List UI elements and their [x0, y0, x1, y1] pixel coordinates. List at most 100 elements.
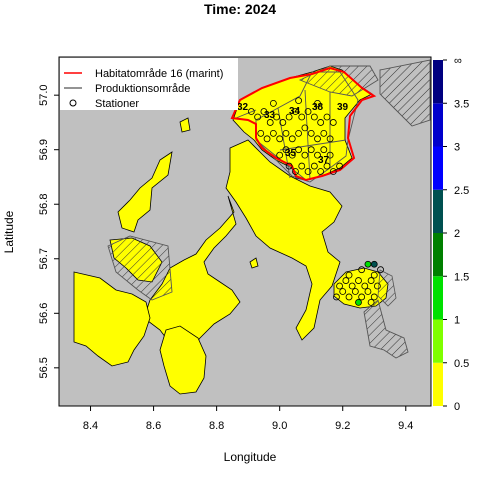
- x-tick-label: 9.4: [398, 420, 413, 432]
- colorbar-segment: [433, 60, 443, 104]
- station-marker: [364, 260, 372, 268]
- x-tick-label: 8.4: [83, 420, 98, 432]
- station-marker: [374, 282, 381, 290]
- station-marker: [348, 282, 356, 290]
- production-area-northeast: [379, 59, 431, 127]
- station-marker: [273, 113, 280, 121]
- colorbar-tick-label: 0.5: [454, 358, 469, 370]
- station-marker: [247, 108, 255, 115]
- station-marker: [317, 119, 325, 126]
- station-marker: [257, 129, 265, 137]
- station-marker: [266, 119, 274, 126]
- area-label-32: 32: [237, 102, 249, 113]
- station-marker: [285, 113, 293, 121]
- x-tick-label: 9.2: [335, 420, 350, 432]
- station-marker: [260, 108, 268, 115]
- station-marker: [295, 129, 302, 137]
- area-label-33: 33: [264, 110, 276, 121]
- station-marker: [276, 135, 284, 143]
- colorbar-segment: [433, 189, 443, 233]
- station-marker: [288, 135, 296, 143]
- station-marker: [279, 119, 287, 126]
- x-tick-label: 8.6: [146, 420, 161, 432]
- legend-station-swatch: [69, 99, 77, 107]
- habitat-area-outline: [230, 66, 377, 182]
- production-areas: [107, 59, 431, 359]
- y-tick-label: 56.6: [38, 303, 50, 324]
- station-marker: [367, 298, 375, 306]
- y-axis: 56.5 56.6 56.7 56.8 56.9 57.0: [38, 84, 59, 379]
- station-marker: [351, 288, 359, 295]
- production-area-central: [255, 71, 359, 183]
- station-marker: [326, 135, 334, 143]
- station-marker: [298, 113, 306, 121]
- colorbar-segment: [433, 276, 443, 320]
- station-marker: [295, 97, 302, 105]
- station-marker: [307, 146, 315, 154]
- plot-frame: [58, 56, 432, 407]
- station-marker: [355, 277, 362, 284]
- station-marker: [301, 124, 309, 132]
- station-marker: [254, 113, 262, 121]
- legend-habitat-label: Habitatområde 16 (marint): [95, 68, 223, 80]
- colorbar-tick-label: 3: [454, 142, 460, 154]
- station-marker: [342, 277, 350, 284]
- station-marker: [304, 168, 312, 175]
- area-label-38: 38: [312, 102, 324, 113]
- colorbar-tick-label: ∞: [454, 55, 462, 67]
- station-marker: [295, 146, 302, 154]
- y-tick-label: 57.0: [38, 84, 50, 105]
- station-marker: [288, 151, 296, 159]
- production-area-labels: 32 33 34 38 39 35 37: [237, 102, 349, 166]
- station-marker: [361, 282, 369, 290]
- station-marker: [367, 277, 375, 284]
- y-axis-label: Latitude: [2, 210, 16, 253]
- station-marker: [292, 108, 299, 115]
- colorbar-tick-label: 0: [454, 401, 460, 413]
- production-area-southeast: [363, 299, 409, 359]
- area-label-35: 35: [285, 148, 297, 159]
- colorbar-tick-label: 3.5: [454, 98, 469, 110]
- station-marker: [339, 288, 347, 295]
- legend: Habitatområde 16 (marint) Produktionsomr…: [60, 58, 238, 110]
- station-marker: [292, 168, 299, 175]
- station-marker: [370, 271, 378, 279]
- station-marker: [336, 162, 343, 170]
- station-marker: [364, 288, 372, 295]
- station-marker: [269, 129, 277, 137]
- station-marker: [307, 129, 315, 137]
- station-marker: [329, 168, 337, 175]
- colorbar-segment: [433, 362, 443, 406]
- station-marker: [310, 113, 318, 121]
- y-tick-label: 56.5: [38, 357, 50, 378]
- station-marker: [282, 146, 290, 154]
- station-marker: [370, 260, 378, 268]
- x-axis-label: Longitude: [224, 450, 277, 464]
- y-tick-label: 56.8: [38, 194, 50, 215]
- station-marker: [345, 271, 353, 279]
- station-marker: [317, 168, 325, 175]
- colorbar-segment: [433, 146, 443, 190]
- legend-station-label: Stationer: [95, 98, 139, 110]
- station-marker: [323, 162, 331, 170]
- station-marker: [333, 293, 340, 301]
- colorbar-tick-label: 2.5: [454, 185, 469, 197]
- station-marker: [377, 266, 384, 274]
- station-marker: [310, 162, 318, 170]
- y-tick-label: 56.9: [38, 139, 50, 160]
- colorbar-segment: [433, 103, 443, 147]
- station-marker: [358, 266, 366, 274]
- station-marker: [314, 99, 321, 107]
- area-label-37: 37: [318, 155, 330, 166]
- colorbar: 0 0.5 1 1.5 2 2.5 3 3.5 ∞: [433, 55, 469, 413]
- water-body: [73, 65, 389, 395]
- colorbar-tick-label: 2: [454, 228, 460, 240]
- station-marker: [370, 293, 378, 301]
- colorbar-segment: [433, 233, 443, 277]
- station-marker: [320, 129, 328, 137]
- station-marker: [345, 293, 353, 301]
- colorbar-tick-label: 1.5: [454, 271, 469, 283]
- station-marker: [326, 151, 334, 159]
- station-marker: [269, 99, 277, 107]
